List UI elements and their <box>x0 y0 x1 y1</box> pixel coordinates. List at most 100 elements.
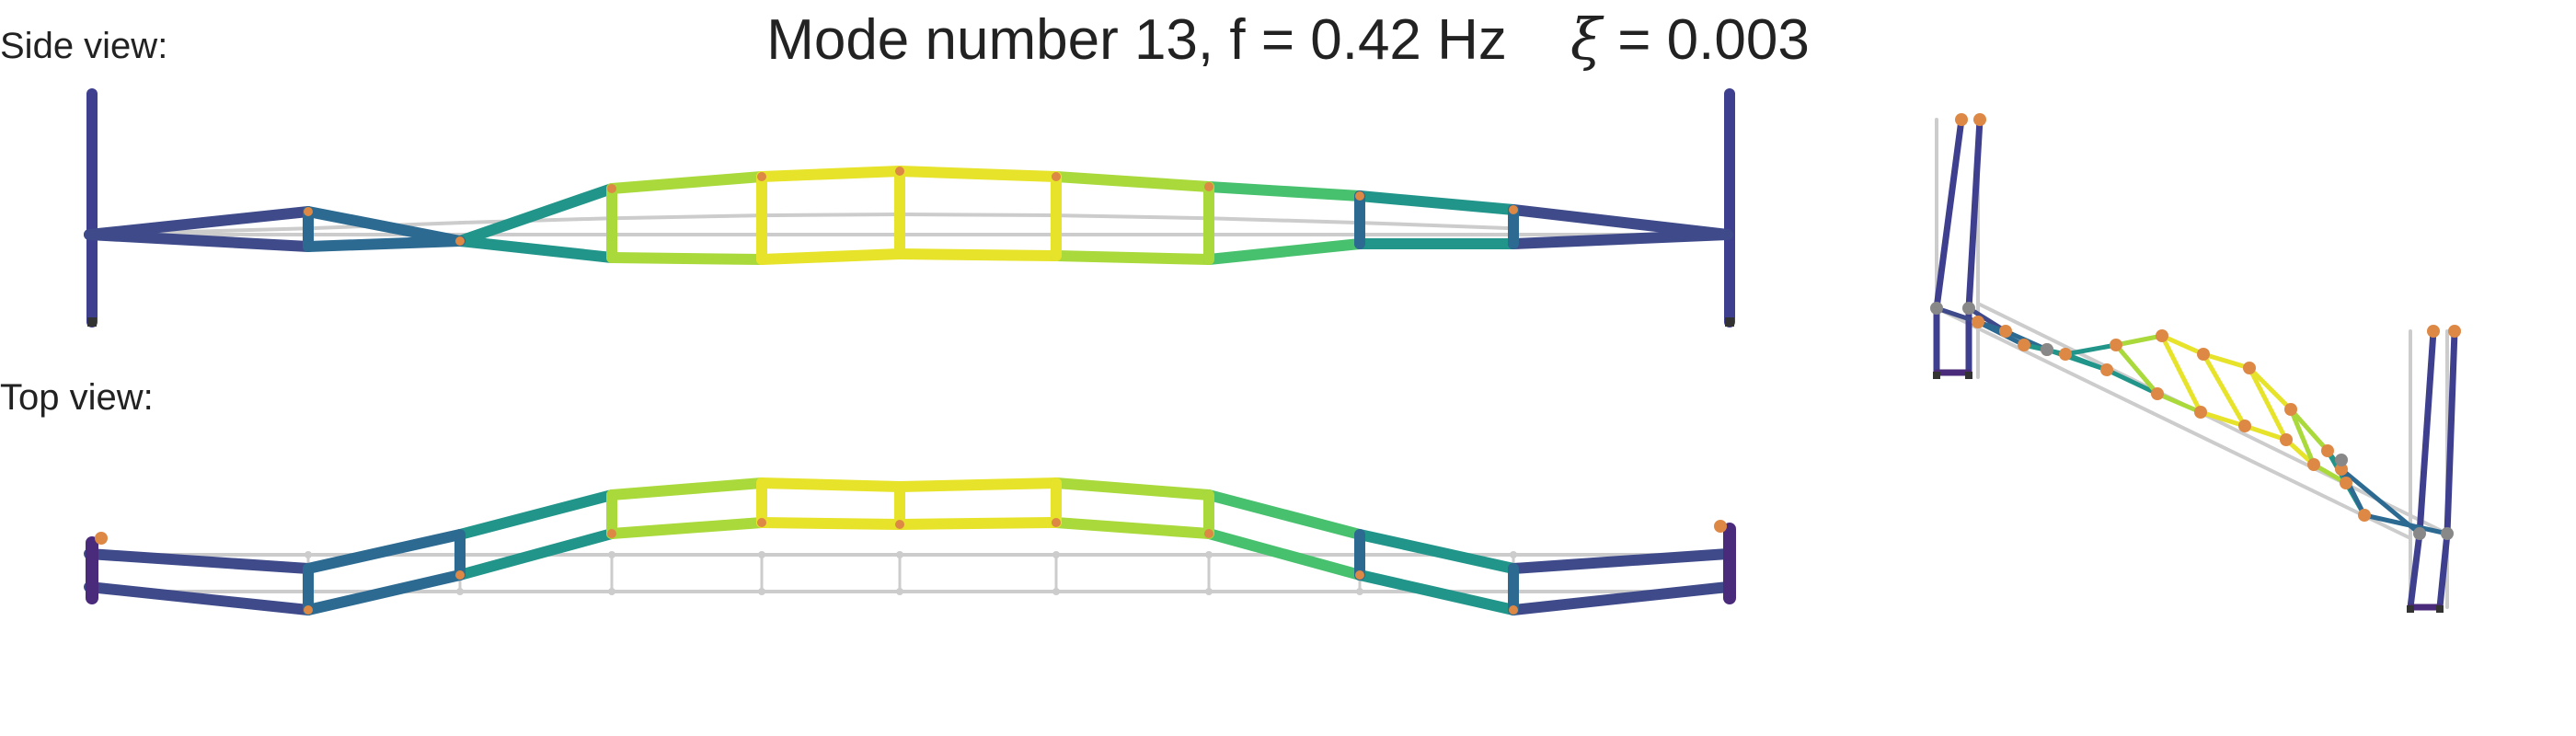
undeformed-deck <box>898 213 1058 218</box>
deck-node <box>1509 605 1518 615</box>
deck-node <box>1052 518 1061 527</box>
top-chord <box>894 166 1062 182</box>
bottom-chord <box>1051 250 1214 265</box>
undeformed-deck <box>1358 221 1515 231</box>
deck-edge-north <box>1051 477 1214 500</box>
deck-node <box>304 605 313 615</box>
iso-node-gray <box>1962 302 1975 315</box>
deck-edge-south <box>1051 517 1214 539</box>
bottom-chord <box>894 248 1062 261</box>
iso-node <box>2335 463 2348 476</box>
deck-node <box>895 520 904 529</box>
deck-node <box>455 570 465 580</box>
deck-node <box>1355 570 1364 580</box>
undeformed-deck <box>1935 306 2412 540</box>
deck-edge-north <box>894 477 1062 492</box>
deck-node <box>1509 205 1518 214</box>
top-chord <box>303 206 466 247</box>
top-chord <box>1354 190 1519 215</box>
deck-edge-south <box>303 569 466 615</box>
support-left <box>87 317 97 327</box>
iso-node <box>2238 420 2251 432</box>
side-view-label: Side view: <box>0 26 168 66</box>
iso-chord-b <box>2198 409 2248 429</box>
undeformed-node <box>456 588 464 595</box>
undeformed-node <box>896 551 903 558</box>
bottom-chord <box>1508 229 1733 249</box>
iso-node <box>2284 403 2297 416</box>
iso-node <box>2059 348 2072 361</box>
iso-chord-a <box>2113 333 2165 348</box>
undeformed-node <box>1205 551 1213 558</box>
iso-chord-a <box>2063 342 2119 357</box>
support-right <box>1725 317 1734 327</box>
deck-edge-south <box>84 581 314 615</box>
iso-node-gray <box>1930 302 1943 315</box>
top-chord <box>1051 171 1214 192</box>
iso-node <box>2018 339 2030 351</box>
deck-node <box>1204 182 1213 191</box>
tower-left-leg <box>1965 116 1984 312</box>
deck-edge-south <box>1508 581 1733 615</box>
deck-edge-north <box>303 529 466 574</box>
support <box>1965 372 1972 379</box>
deck-edge-south <box>756 517 905 530</box>
tower-left-leg <box>1933 116 1965 312</box>
iso-node <box>2427 325 2440 338</box>
tower-right-leg <box>2436 530 2451 611</box>
iso-node <box>1973 113 1986 126</box>
iso-node <box>2243 362 2256 374</box>
undeformed-node <box>1052 588 1060 595</box>
iso-node <box>1955 113 1968 126</box>
deck-edge-south <box>1203 528 1365 581</box>
top-chord <box>1508 204 1733 240</box>
iso-chord-a <box>2247 365 2294 412</box>
iso-node <box>1972 316 1984 328</box>
undeformed-node <box>896 588 903 595</box>
undeformed-node <box>305 551 312 558</box>
iso-node <box>2194 406 2207 419</box>
iso-node <box>2151 387 2164 400</box>
iso-node <box>2448 325 2461 338</box>
undeformed-node <box>608 551 615 558</box>
iso-rung <box>2159 333 2203 415</box>
deck-node <box>304 207 313 216</box>
support <box>1933 372 1940 379</box>
deck-edge-south <box>1354 569 1519 615</box>
iso-node-gray <box>2335 454 2348 466</box>
top-view-label: Top view: <box>0 377 154 418</box>
undeformed-deck <box>1976 302 2449 535</box>
iso-node <box>2358 509 2371 522</box>
damping-symbol: ξ <box>1570 6 1602 73</box>
deck-edge-north <box>454 489 617 540</box>
deck-node <box>1355 191 1364 201</box>
undeformed-node <box>1356 588 1363 595</box>
iso-node <box>2280 433 2293 446</box>
iso-node <box>2156 329 2168 342</box>
iso-rung <box>2113 342 2160 397</box>
deck-node <box>607 184 616 193</box>
iso-node <box>2197 348 2210 361</box>
deck-edge-south <box>454 528 617 581</box>
undeformed-node <box>608 588 615 595</box>
undeformed-deck <box>1207 216 1362 225</box>
deck-edge-north <box>756 477 905 492</box>
iso-rung <box>2201 351 2248 429</box>
iso-node <box>2100 363 2113 376</box>
side-view-panel <box>84 88 1735 328</box>
iso-rung <box>2288 407 2317 467</box>
iso-node <box>2307 458 2320 471</box>
bottom-chord <box>454 236 617 263</box>
deck-node <box>757 172 766 181</box>
tower-node <box>95 532 108 545</box>
mode-frequency-text: Mode number 13, f = 0.42 Hz <box>766 8 1507 72</box>
iso-node <box>2340 477 2352 489</box>
top-chord <box>84 206 314 240</box>
isometric-view-panel <box>1930 113 2461 613</box>
support <box>2407 605 2414 613</box>
bottom-chord <box>756 248 905 265</box>
deck-node <box>1204 529 1213 538</box>
iso-node <box>1999 325 2012 338</box>
tower-right-leg <box>2407 530 2423 611</box>
